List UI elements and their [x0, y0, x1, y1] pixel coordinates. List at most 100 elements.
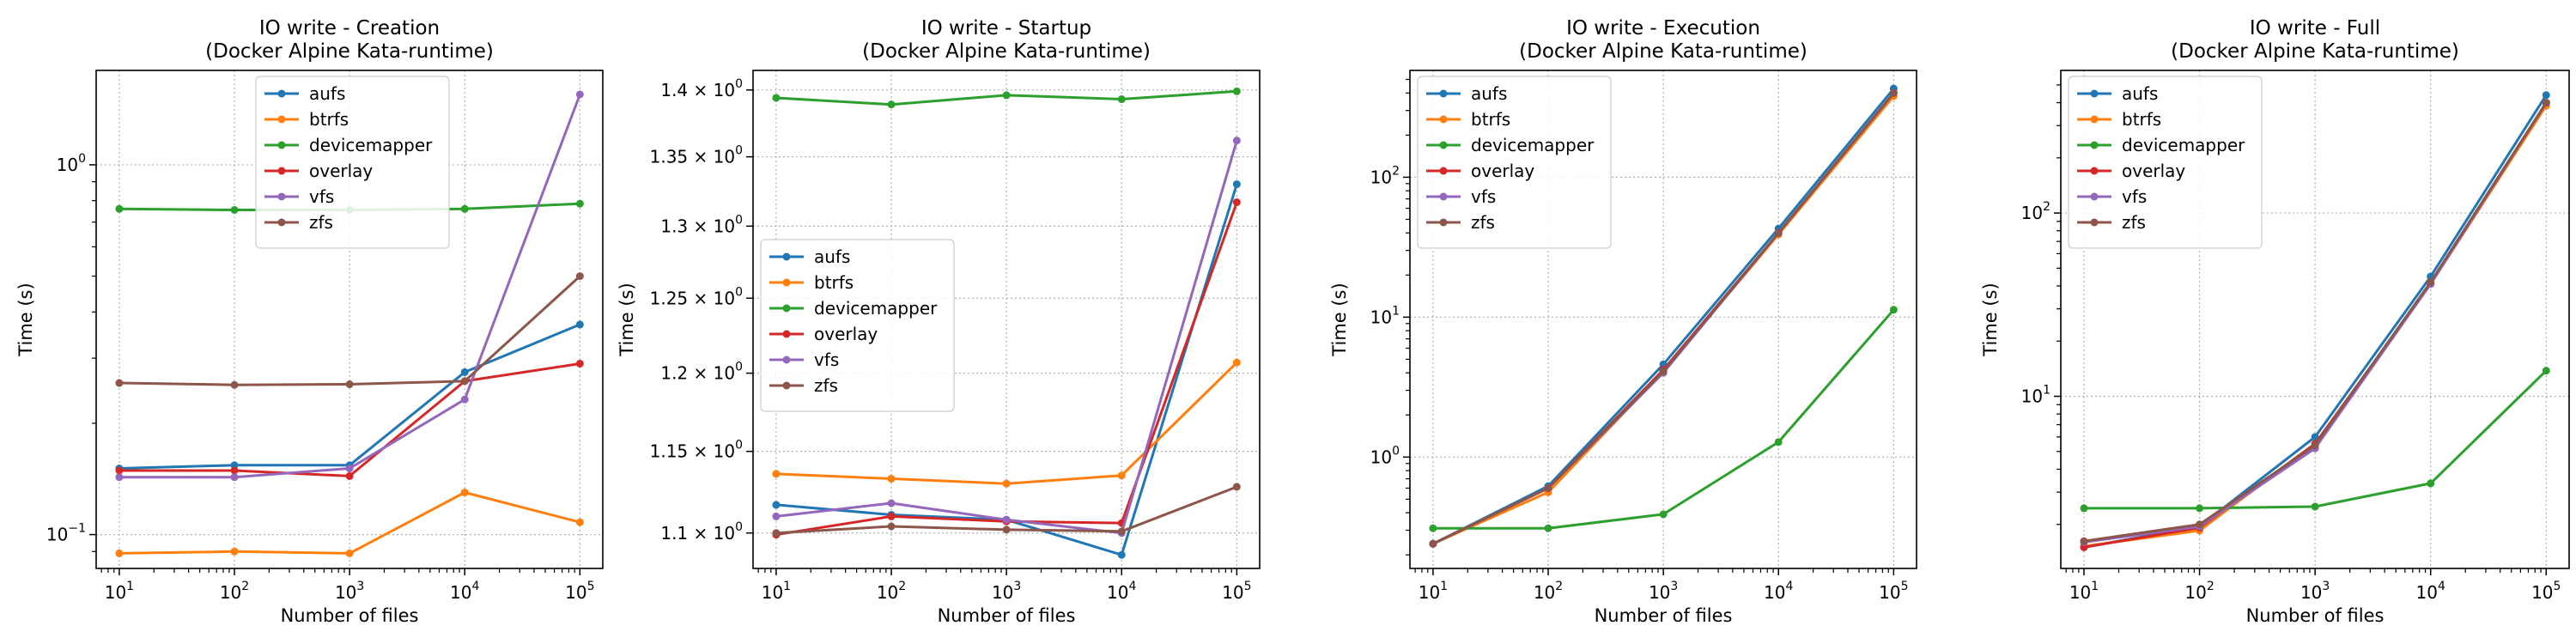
- chart-subtitle: (Docker Alpine Kata-runtime): [205, 40, 494, 63]
- legend-marker: [277, 141, 286, 149]
- data-point-btrfs: [1117, 471, 1126, 480]
- legend-label: zfs: [309, 212, 333, 233]
- y-tick-label: 102: [1370, 164, 1400, 187]
- data-point-zfs: [2196, 520, 2204, 529]
- legend-label: devicemapper: [1471, 135, 1595, 155]
- data-point-overlay: [345, 471, 354, 480]
- legend-marker: [277, 218, 286, 227]
- data-point-aufs: [1232, 180, 1241, 189]
- legend-label: devicemapper: [309, 135, 433, 155]
- axes-frame: [95, 70, 604, 569]
- data-point-vfs: [115, 473, 124, 482]
- legend-box: [760, 239, 955, 412]
- data-point-aufs: [1117, 550, 1126, 559]
- data-point-vfs: [345, 465, 354, 473]
- x-tick-label: 101: [2069, 580, 2099, 603]
- x-tick-label: 101: [105, 580, 134, 603]
- chart-subtitle: (Docker Alpine Kata-runtime): [1519, 40, 1807, 63]
- x-tick-label: 105: [565, 580, 594, 603]
- x-tick-label: 101: [1419, 580, 1448, 603]
- y-tick-label: 1.1 × 100: [660, 520, 743, 544]
- legend-box: [2068, 76, 2263, 249]
- legend-label: devicemapper: [2122, 135, 2245, 155]
- series-line-zfs: [118, 275, 581, 386]
- data-point-btrfs: [115, 549, 124, 557]
- data-point-btrfs: [1232, 358, 1241, 367]
- data-point-aufs: [2542, 91, 2550, 100]
- legend-label: aufs: [2122, 83, 2158, 104]
- legend-marker: [1439, 141, 1448, 149]
- legend-label: btrfs: [1471, 109, 1510, 130]
- data-point-vfs: [1002, 515, 1011, 524]
- legend-marker: [782, 278, 791, 287]
- data-point-vfs: [1232, 137, 1241, 145]
- y-tick-label: 101: [2021, 384, 2050, 407]
- x-axis-label: Number of files: [938, 605, 1076, 626]
- data-point-vfs: [887, 499, 896, 507]
- data-point-devicemapper: [1774, 438, 1783, 447]
- x-tick-label: 103: [2300, 580, 2330, 603]
- chart-title: IO write - Full: [2250, 17, 2380, 39]
- legend-label: vfs: [309, 186, 334, 207]
- data-point-devicemapper: [1117, 95, 1126, 104]
- data-point-devicemapper: [115, 204, 124, 213]
- data-point-zfs: [2542, 99, 2550, 107]
- legend-marker: [1439, 89, 1448, 98]
- data-point-zfs: [460, 377, 469, 386]
- y-tick-label: 1.15 × 100: [650, 439, 743, 462]
- legend-marker: [782, 381, 791, 390]
- data-point-devicemapper: [772, 94, 781, 102]
- x-tick-label: 105: [1222, 580, 1251, 603]
- y-tick-label: 102: [2021, 200, 2050, 223]
- legend-marker: [1439, 218, 1448, 227]
- chart-panel-2: IO write - Startup(Docker Alpine Kata-ru…: [617, 17, 1261, 626]
- x-tick-label: 104: [2416, 580, 2445, 603]
- y-axis-label: Time (s): [617, 283, 637, 356]
- legend: aufs btrfs devicemapper overlay vfs zfs: [760, 239, 955, 412]
- legend-label: aufs: [814, 246, 850, 267]
- legend-marker: [1439, 167, 1448, 175]
- data-point-zfs: [772, 529, 781, 538]
- data-point-devicemapper: [1659, 510, 1668, 519]
- x-tick-label: 102: [220, 580, 249, 603]
- x-axis-label: Number of files: [1595, 605, 1733, 626]
- legend-marker: [1439, 192, 1448, 201]
- chart-panel-1: IO write - Creation(Docker Alpine Kata-r…: [15, 17, 604, 626]
- data-point-devicemapper: [1889, 306, 1898, 314]
- legend-label: vfs: [814, 349, 839, 370]
- y-tick-label: 1.35 × 100: [650, 144, 743, 167]
- data-point-overlay: [115, 466, 124, 475]
- legend: aufs btrfs devicemapper overlay vfs zfs: [255, 76, 450, 249]
- data-point-devicemapper: [2542, 367, 2550, 375]
- legend-label: overlay: [309, 161, 373, 181]
- x-tick-label: 102: [877, 580, 906, 603]
- data-point-zfs: [1002, 526, 1011, 534]
- data-point-devicemapper: [2427, 479, 2435, 488]
- legend-label: aufs: [1471, 83, 1507, 104]
- y-tick-label: 101: [1370, 304, 1400, 327]
- chart-panel-3: IO write - Execution(Docker Alpine Kata-…: [1329, 17, 1917, 626]
- x-axis-label: Number of files: [281, 605, 419, 626]
- data-point-zfs: [2311, 441, 2319, 450]
- legend-marker: [277, 89, 286, 98]
- data-point-zfs: [230, 380, 239, 389]
- data-point-devicemapper: [460, 204, 469, 213]
- data-point-zfs: [1232, 483, 1241, 491]
- data-point-devicemapper: [1232, 87, 1241, 95]
- legend-marker: [782, 304, 791, 313]
- legend-label: btrfs: [309, 109, 349, 130]
- data-point-btrfs: [887, 475, 896, 483]
- legend-marker: [782, 355, 791, 364]
- chart-subtitle: (Docker Alpine Kata-runtime): [2171, 40, 2459, 63]
- legend: aufs btrfs devicemapper overlay vfs zfs: [2068, 76, 2263, 249]
- plot-area: [115, 90, 584, 557]
- legend-marker: [277, 167, 286, 175]
- legend-label: aufs: [309, 83, 345, 104]
- legend-marker: [782, 330, 791, 338]
- legend-label: overlay: [1471, 161, 1534, 181]
- data-point-vfs: [460, 395, 469, 404]
- y-axis-label: Time (s): [1980, 283, 2001, 356]
- data-point-devicemapper: [230, 205, 239, 214]
- legend-marker: [277, 115, 286, 124]
